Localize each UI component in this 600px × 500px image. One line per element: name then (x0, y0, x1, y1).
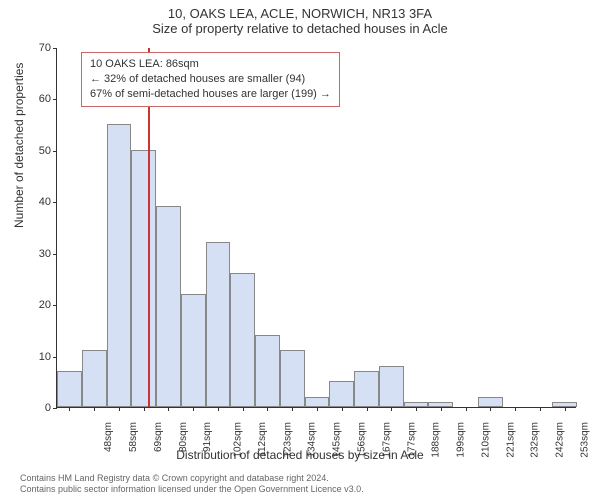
x-tick-mark (144, 407, 145, 411)
x-tick-mark (267, 407, 268, 411)
y-tick-mark (53, 357, 57, 358)
y-tick-label: 50 (21, 145, 51, 157)
x-axis-label: Distribution of detached houses by size … (0, 448, 600, 462)
x-tick-mark (243, 407, 244, 411)
histogram-bar (280, 350, 305, 407)
y-tick-label: 20 (21, 299, 51, 311)
histogram-bar (354, 371, 379, 407)
x-tick-mark (119, 407, 120, 411)
x-tick-mark (416, 407, 417, 411)
y-tick-label: 10 (21, 351, 51, 363)
footer-attribution: Contains HM Land Registry data © Crown c… (20, 473, 364, 496)
y-tick-mark (53, 202, 57, 203)
x-tick-mark (441, 407, 442, 411)
plot-region: 01020304050607048sqm58sqm69sqm80sqm91sqm… (56, 48, 576, 408)
x-tick-mark (94, 407, 95, 411)
histogram-bar (230, 273, 255, 407)
histogram-bar (379, 366, 404, 407)
x-tick-mark (218, 407, 219, 411)
chart-title-block: 10, OAKS LEA, ACLE, NORWICH, NR13 3FA Si… (0, 0, 600, 36)
y-tick-label: 0 (21, 402, 51, 414)
y-tick-label: 30 (21, 248, 51, 260)
histogram-bar (305, 397, 330, 407)
y-tick-mark (53, 99, 57, 100)
x-tick-mark (490, 407, 491, 411)
x-tick-mark (168, 407, 169, 411)
y-tick-mark (53, 305, 57, 306)
histogram-bar (82, 350, 107, 407)
x-tick-mark (317, 407, 318, 411)
histogram-bar (478, 397, 503, 407)
x-tick-mark (466, 407, 467, 411)
info-box-line: 67% of semi-detached houses are larger (… (90, 87, 331, 102)
title-line-1: 10, OAKS LEA, ACLE, NORWICH, NR13 3FA (0, 6, 600, 21)
histogram-bar (255, 335, 280, 407)
x-tick-mark (540, 407, 541, 411)
histogram-bar (181, 294, 206, 407)
histogram-bar (107, 124, 132, 407)
x-tick-mark (515, 407, 516, 411)
y-tick-mark (53, 151, 57, 152)
x-tick-mark (193, 407, 194, 411)
x-tick-mark (69, 407, 70, 411)
x-tick-mark (565, 407, 566, 411)
y-tick-mark (53, 408, 57, 409)
info-box-line: ← 32% of detached houses are smaller (94… (90, 72, 331, 87)
y-tick-label: 40 (21, 196, 51, 208)
histogram-bar (156, 206, 181, 407)
y-tick-label: 70 (21, 42, 51, 54)
footer-line-1: Contains HM Land Registry data © Crown c… (20, 473, 364, 485)
y-tick-label: 60 (21, 93, 51, 105)
y-tick-mark (53, 254, 57, 255)
x-tick-mark (292, 407, 293, 411)
histogram-chart: 01020304050607048sqm58sqm69sqm80sqm91sqm… (56, 48, 576, 408)
histogram-bar (131, 150, 156, 407)
x-tick-mark (367, 407, 368, 411)
histogram-bar (329, 381, 354, 407)
histogram-bar (57, 371, 82, 407)
footer-line-2: Contains public sector information licen… (20, 484, 364, 496)
y-tick-mark (53, 48, 57, 49)
histogram-bar (206, 242, 231, 407)
marker-info-box: 10 OAKS LEA: 86sqm← 32% of detached hous… (81, 52, 340, 107)
x-tick-mark (342, 407, 343, 411)
info-box-line: 10 OAKS LEA: 86sqm (90, 57, 331, 72)
x-tick-mark (391, 407, 392, 411)
title-line-2: Size of property relative to detached ho… (0, 21, 600, 36)
